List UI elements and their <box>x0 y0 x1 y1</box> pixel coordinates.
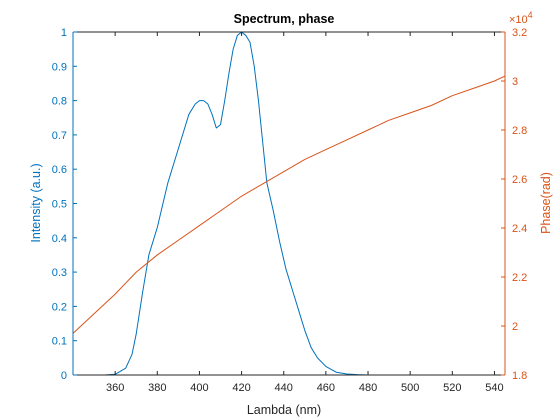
x-tick-label: 520 <box>443 382 461 394</box>
y-right-tick-label: 2.6 <box>512 174 527 186</box>
x-tick-label: 500 <box>401 382 419 394</box>
y-left-tick-label: 0.9 <box>52 61 67 73</box>
y-right-tick-label: 3.2 <box>512 27 527 39</box>
series-line-intensity <box>73 31 505 376</box>
y-right-tick-label: 2.4 <box>512 223 527 235</box>
x-axis-title: Lambda (nm) <box>247 403 321 417</box>
right-axis-exponent: ×104 <box>509 10 533 26</box>
x-tick-label: 440 <box>275 382 293 394</box>
y-left-axis-title: Intensity (a.u.) <box>29 163 43 242</box>
y-left-tick-label: 0.6 <box>52 164 67 176</box>
y-left-tick-label: 0.3 <box>52 267 67 279</box>
axes: 360 380 400 420 440 460 480 500 520 540 0 0.1 0.2 0.3… <box>52 27 528 394</box>
x-tick-label: 360 <box>106 382 124 394</box>
x-tick-label: 480 <box>359 382 377 394</box>
y-left-tick-label: 0 <box>61 370 67 382</box>
right-axis-exponent-base: ×10 <box>509 14 528 26</box>
y-left-tick-label: 0.7 <box>52 130 67 142</box>
y-right-tick-label: 2 <box>512 321 518 333</box>
right-axis-exponent-power: 4 <box>528 10 533 20</box>
y-right-axis-title: Phase(rad) <box>539 172 553 234</box>
x-tick-label: 420 <box>232 382 250 394</box>
x-tick-label: 460 <box>317 382 335 394</box>
y-right-tick-label: 1.8 <box>512 370 527 382</box>
y-right-tick-label: 3 <box>512 76 518 88</box>
y-left-tick-label: 0.8 <box>52 96 67 108</box>
plot-area <box>72 31 506 376</box>
y-left-tick-label: 0.2 <box>52 301 67 313</box>
y-right-tick-label: 2.2 <box>512 272 527 284</box>
chart-title: Spectrum, phase <box>234 12 335 26</box>
y-left-tick-label: 0.1 <box>52 336 67 348</box>
y-left-tick-label: 0.5 <box>52 199 67 211</box>
y-left-tick-label: 0.4 <box>52 233 67 245</box>
x-tick-label: 380 <box>148 382 166 394</box>
x-tick-label: 540 <box>485 382 503 394</box>
y-left-tick-label: 1 <box>61 27 67 39</box>
series-line-phase <box>72 75 506 334</box>
x-tick-label: 400 <box>190 382 208 394</box>
y-right-tick-label: 2.8 <box>512 125 527 137</box>
